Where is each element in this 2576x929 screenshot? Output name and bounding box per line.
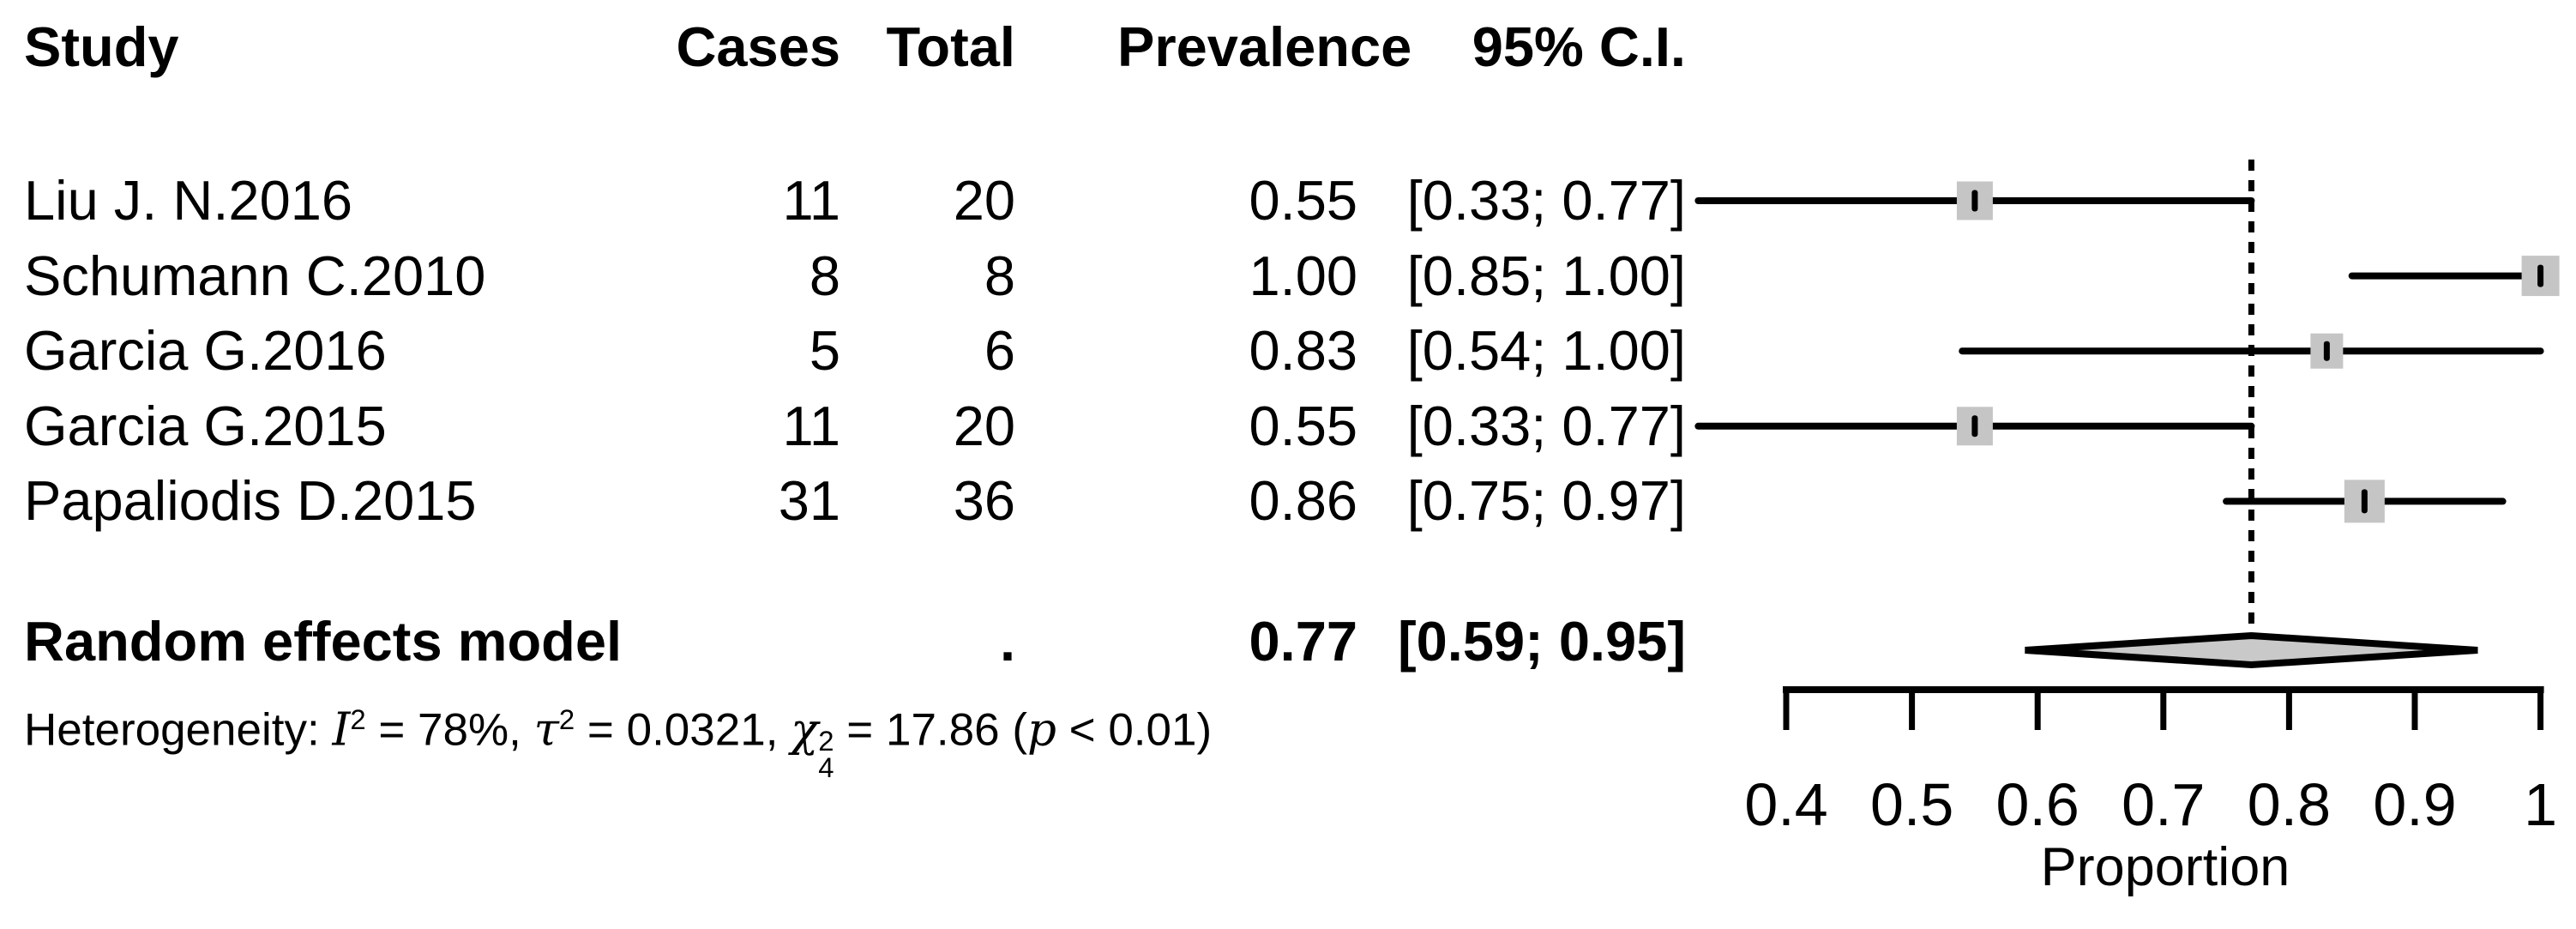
- column-header-ci: 95% C.I.: [1472, 15, 1686, 78]
- total-value: 8: [984, 244, 1015, 307]
- heterogeneity-segment: = 0.0321,: [575, 704, 791, 756]
- pooled-total-placeholder: .: [999, 610, 1015, 673]
- estimate-marker: [2323, 341, 2330, 361]
- x-axis-tick-label: 0.7: [2122, 771, 2206, 838]
- column-header-total: Total: [886, 15, 1015, 78]
- heterogeneity-segment: I: [332, 703, 351, 757]
- column-header-cases: Cases: [676, 15, 840, 78]
- ci-value: [0.33; 0.77]: [1406, 169, 1686, 232]
- cases-value: 11: [782, 169, 840, 232]
- heterogeneity-segment: 2: [558, 703, 575, 735]
- x-axis-title: Proportion: [2040, 837, 2290, 897]
- heterogeneity-segment: τ: [533, 703, 559, 757]
- table-row: Garcia G.2016 5 6 0.83 [0.54; 1.00]: [0, 319, 2576, 383]
- estimate-marker: [2361, 489, 2368, 514]
- table-header-row: Study Cases Total Prevalence 95% C.I.: [0, 15, 2576, 79]
- column-header-study: Study: [24, 15, 179, 78]
- pooled-diamond: [2025, 631, 2478, 669]
- x-axis-tick-label: 0.9: [2373, 771, 2457, 838]
- prevalence-value: 0.55: [1249, 395, 1357, 457]
- ci-value: [0.85; 1.00]: [1406, 244, 1686, 307]
- x-axis-tick-label: 1: [2524, 771, 2558, 838]
- pooled-ci-value: [0.59; 0.95]: [1397, 610, 1686, 673]
- prevalence-value: 0.55: [1249, 169, 1357, 232]
- ci-value: [0.75; 0.97]: [1406, 469, 1686, 532]
- estimate-marker: [1971, 415, 1978, 437]
- estimate-marker: [1971, 190, 1978, 212]
- pooled-label: Random effects model: [24, 610, 623, 673]
- heterogeneity-segment: p: [1026, 703, 1056, 757]
- table-row: Garcia G.2015 11 20 0.55 [0.33; 0.77]: [0, 395, 2576, 458]
- total-value: 20: [953, 395, 1015, 457]
- study-label: Schumann C.2010: [24, 244, 486, 307]
- study-label: Garcia G.2015: [24, 395, 387, 457]
- table-row: Schumann C.2010 8 8 1.00 [0.85; 1.00]: [0, 244, 2576, 308]
- prevalence-value: 1.00: [1249, 244, 1357, 307]
- heterogeneity-segment: = 78%,: [365, 704, 534, 756]
- total-value: 6: [984, 319, 1015, 382]
- heterogeneity-segment: 2: [350, 703, 366, 735]
- ci-value: [0.54; 1.00]: [1406, 319, 1686, 382]
- cases-value: 31: [778, 469, 840, 532]
- table-row: Papaliodis D.2015 31 36 0.86 [0.75; 0.97…: [0, 469, 2576, 533]
- cases-value: 5: [809, 319, 840, 382]
- x-axis-tick-label: 0.4: [1744, 771, 1828, 838]
- heterogeneity-segment: < 0.01): [1056, 704, 1213, 756]
- x-axis-tick-label: 0.6: [1995, 771, 2079, 838]
- prevalence-value: 0.86: [1249, 469, 1357, 532]
- heterogeneity-segment: Heterogeneity:: [24, 704, 333, 756]
- cases-value: 11: [782, 395, 840, 457]
- table-row: Liu J. N.2016 11 20 0.55 [0.33; 0.77]: [0, 169, 2576, 232]
- study-label: Papaliodis D.2015: [24, 469, 477, 532]
- pooled-row: Random effects model . 0.77 [0.59; 0.95]: [0, 610, 2576, 673]
- pooled-prevalence-value: 0.77: [1249, 610, 1357, 673]
- prevalence-value: 0.83: [1249, 319, 1357, 382]
- total-value: 36: [953, 469, 1015, 532]
- study-label: Liu J. N.2016: [24, 169, 353, 232]
- heterogeneity-segment: = 17.86 (: [834, 704, 1027, 756]
- cases-value: 8: [809, 244, 840, 307]
- x-axis-tick-label: 0.8: [2247, 771, 2332, 838]
- ci-value: [0.33; 0.77]: [1406, 395, 1686, 457]
- estimate-marker: [2537, 264, 2544, 287]
- study-label: Garcia G.2016: [24, 319, 387, 382]
- total-value: 20: [953, 169, 1015, 232]
- x-axis-tick-label: 0.5: [1869, 771, 1954, 838]
